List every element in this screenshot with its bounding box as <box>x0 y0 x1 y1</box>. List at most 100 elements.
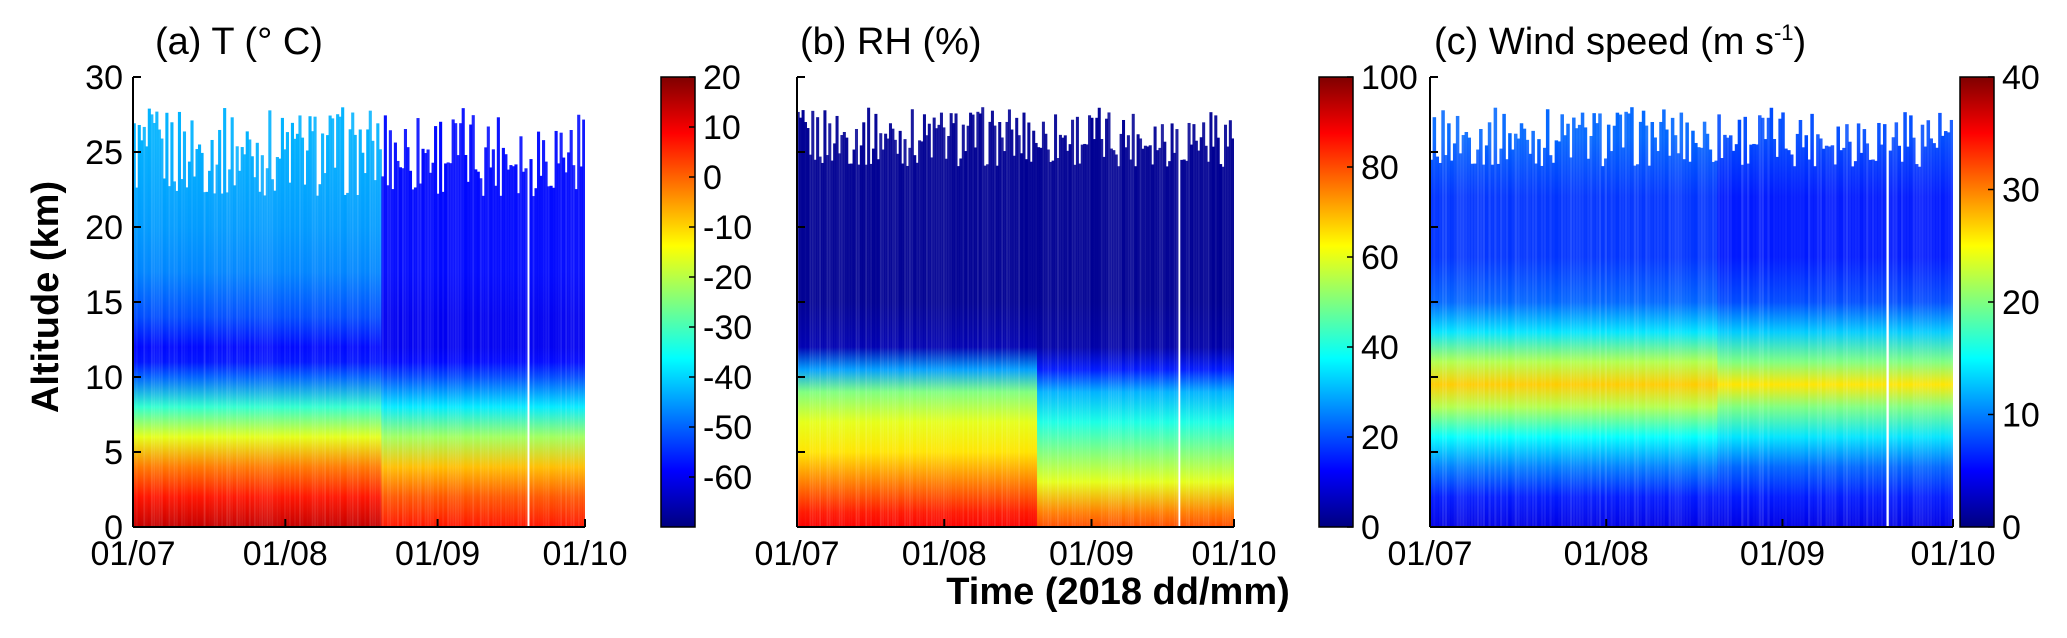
sounding-profile <box>1034 142 1038 527</box>
sounding-profile <box>1865 143 1870 527</box>
colorbar-tick-label: 20 <box>2002 284 2040 322</box>
sounding-profile <box>220 193 224 527</box>
sounding-profile <box>896 153 900 527</box>
sounding-profile <box>248 139 252 527</box>
sounding-profile <box>368 110 372 527</box>
sounding-profile <box>1653 137 1657 527</box>
sounding-profile <box>1455 115 1460 527</box>
sounding-profile <box>205 191 209 527</box>
sounding-profile <box>1740 164 1745 527</box>
sounding-profile <box>1691 130 1695 527</box>
sounding-profile <box>549 185 553 527</box>
sounding-profile <box>180 179 184 527</box>
sounding-profile <box>1912 137 1916 527</box>
sounding-profile <box>1589 135 1594 527</box>
sounding-profile <box>1853 161 1858 527</box>
sounding-profile <box>230 117 234 527</box>
colorbar-tick-label: 0 <box>1361 509 1380 547</box>
sounding-profile <box>1859 152 1864 527</box>
sounding-profile <box>391 189 395 527</box>
sounding-profile <box>901 163 905 527</box>
sounding-profile <box>1694 142 1698 527</box>
sounding-profile <box>343 194 347 527</box>
sounding-profile <box>471 115 475 527</box>
sounding-profile <box>1946 132 1951 527</box>
y-tick-label: 30 <box>85 59 123 97</box>
sounding-profile <box>1647 165 1652 527</box>
sounding-profile <box>976 111 980 527</box>
sounding-profile <box>1126 135 1130 527</box>
sounding-profile <box>481 195 485 527</box>
sounding-profile <box>316 195 320 527</box>
sounding-profile <box>213 193 217 527</box>
sounding-profile <box>310 131 315 527</box>
sounding-profile <box>484 147 488 527</box>
sounding-profile <box>393 142 397 527</box>
sounding-profile <box>346 192 350 527</box>
sounding-profile <box>1092 139 1096 527</box>
sounding-profile <box>908 147 912 527</box>
sounding-profile <box>850 163 854 527</box>
sounding-profile <box>1633 165 1637 527</box>
colorbar-tick-label: 0 <box>2002 509 2021 547</box>
sounding-profile <box>361 152 365 527</box>
sounding-profile <box>547 186 551 527</box>
sounding-profile <box>1673 135 1678 527</box>
sounding-profile <box>157 129 161 527</box>
sounding-profile <box>341 107 345 527</box>
sounding-profile <box>1484 145 1489 527</box>
sounding-profile <box>328 115 332 527</box>
sounding-profile <box>506 169 510 527</box>
x-tick-label: 01/07 <box>90 535 175 573</box>
sounding-profile <box>1880 144 1884 527</box>
sounding-profile <box>1112 150 1116 527</box>
sounding-profile <box>1851 166 1855 527</box>
sounding-profile <box>441 191 445 527</box>
sounding-profile <box>167 186 171 527</box>
sounding-profile <box>1537 139 1541 527</box>
sounding-profile <box>1194 140 1198 527</box>
sounding-profile <box>1487 122 1492 527</box>
sounding-profile <box>986 164 990 527</box>
sounding-profile <box>1470 163 1474 527</box>
sounding-profile <box>1122 119 1126 527</box>
sounding-profile <box>947 135 951 527</box>
sounding-profile <box>1516 138 1521 527</box>
sounding-profile <box>162 178 166 527</box>
sounding-profile <box>1638 121 1643 527</box>
sounding-profile <box>1938 112 1942 527</box>
sounding-profile <box>1891 137 1896 527</box>
sounding-profile <box>403 129 408 527</box>
sounding-profile <box>1151 164 1155 527</box>
sounding-profile <box>898 130 902 527</box>
x-tick-label: 01/07 <box>1387 535 1472 573</box>
sounding-profile <box>1882 124 1887 527</box>
sounding-profile <box>1540 165 1544 527</box>
sounding-profile <box>964 151 968 527</box>
colorbar-tick-label: -30 <box>703 309 752 347</box>
x-tick-label: 01/08 <box>243 535 328 573</box>
sounding-profile <box>1124 147 1128 527</box>
sounding-profile <box>388 130 392 527</box>
sounding-profile <box>408 170 413 527</box>
sounding-profile <box>1612 125 1617 527</box>
sounding-profile <box>862 122 866 527</box>
sounding-profile <box>1604 158 1608 527</box>
sounding-profile <box>240 147 244 527</box>
sounding-profile <box>1545 109 1550 527</box>
x-tick-label: 01/09 <box>1740 535 1825 573</box>
sounding-profile <box>434 126 438 527</box>
sounding-profile <box>995 165 999 527</box>
sounding-profile <box>378 149 382 527</box>
sounding-profile <box>401 168 405 527</box>
sounding-profile <box>1015 117 1019 527</box>
sounding-profile <box>966 125 970 527</box>
sounding-profile <box>937 124 941 527</box>
sounding-profile <box>1083 143 1087 527</box>
sounding-profile <box>1583 127 1588 527</box>
sounding-profile <box>1821 148 1826 527</box>
sounding-profile <box>1107 112 1111 527</box>
sounding-profile <box>383 115 387 527</box>
sounding-profile <box>1058 134 1062 527</box>
